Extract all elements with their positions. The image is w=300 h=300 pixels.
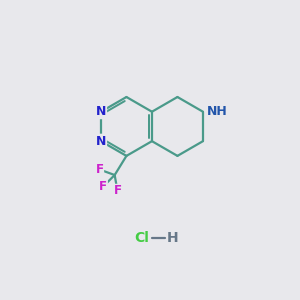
Text: Cl: Cl (134, 231, 149, 245)
Text: NH: NH (206, 105, 227, 118)
Text: F: F (99, 180, 107, 193)
Text: H: H (166, 231, 178, 245)
Text: N: N (96, 105, 106, 118)
Text: F: F (113, 184, 122, 197)
Text: N: N (96, 135, 106, 148)
Text: F: F (95, 163, 104, 176)
